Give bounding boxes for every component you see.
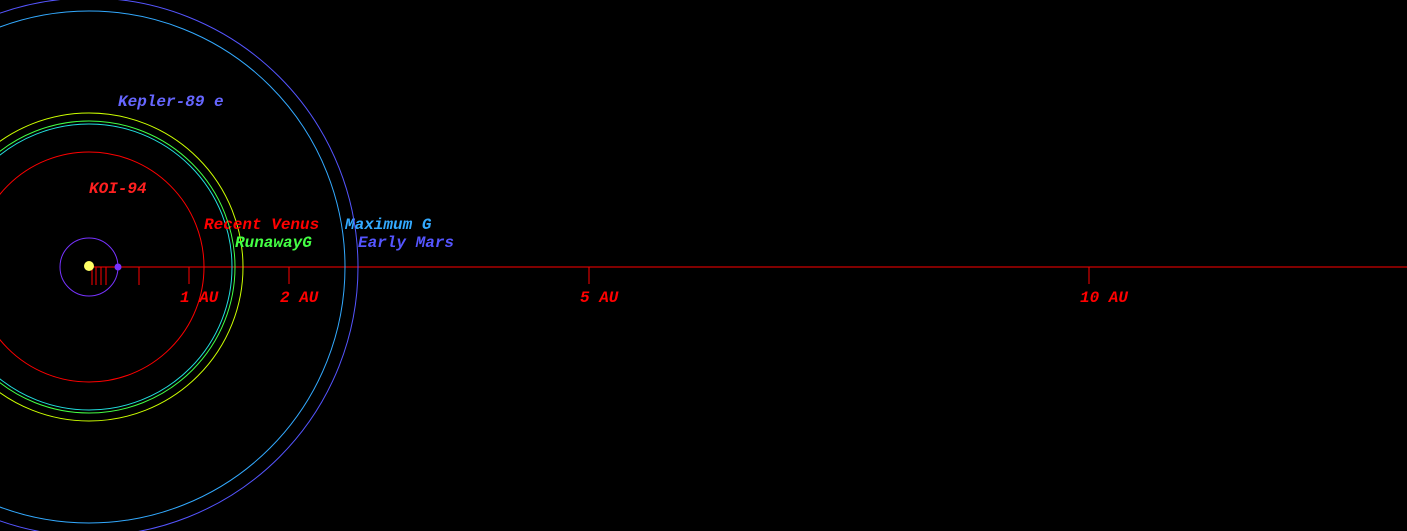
- star: [84, 261, 94, 271]
- planet: [114, 263, 122, 271]
- tick-label: 10 AU: [1080, 289, 1128, 307]
- zone-boundary: [0, 151, 205, 383]
- star-label: KOI-94: [89, 180, 147, 198]
- zone-boundary: [0, 10, 346, 524]
- zone-label: Early Mars: [358, 234, 454, 252]
- planet-label: Kepler-89 e: [118, 93, 224, 111]
- tick-label: 5 AU: [580, 289, 619, 307]
- orbit: [0, 112, 244, 422]
- zone-boundary: [0, 120, 236, 414]
- zone-label: Maximum G: [344, 216, 432, 234]
- orbit: [0, 123, 233, 411]
- zone-label: Recent Venus: [204, 216, 319, 234]
- zone-label: RunawayG: [235, 234, 312, 252]
- tick-label: 2 AU: [280, 289, 319, 307]
- zone-boundary: [0, 0, 359, 531]
